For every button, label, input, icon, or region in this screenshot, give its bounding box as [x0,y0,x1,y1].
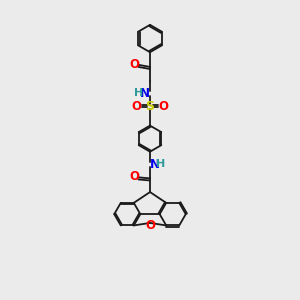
Text: O: O [130,58,140,71]
Text: N: N [150,158,160,171]
Text: O: O [130,170,140,183]
Text: O: O [159,100,169,113]
Text: S: S [146,100,154,113]
Text: H: H [156,159,166,169]
Text: O: O [131,100,141,113]
Text: N: N [140,87,150,100]
Text: O: O [145,219,155,232]
Text: H: H [134,88,144,98]
